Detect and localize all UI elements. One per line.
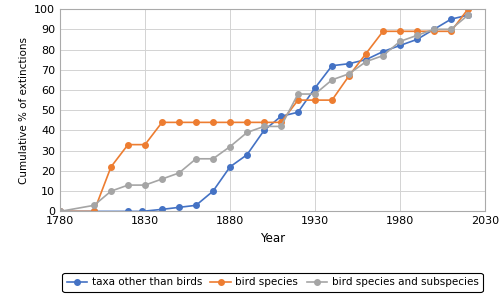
bird species and subspecies bbox=[431, 27, 437, 31]
Line: bird species: bird species bbox=[57, 6, 471, 214]
taxa other than birds bbox=[380, 50, 386, 53]
bird species bbox=[414, 30, 420, 33]
bird species bbox=[363, 52, 369, 55]
bird species bbox=[380, 30, 386, 33]
taxa other than birds bbox=[176, 206, 182, 209]
bird species and subspecies bbox=[448, 27, 454, 31]
bird species and subspecies bbox=[142, 183, 148, 187]
taxa other than birds bbox=[397, 44, 403, 47]
taxa other than birds bbox=[91, 210, 97, 213]
bird species and subspecies bbox=[329, 78, 335, 82]
bird species bbox=[346, 74, 352, 78]
bird species and subspecies bbox=[397, 40, 403, 43]
bird species and subspecies bbox=[108, 189, 114, 193]
taxa other than birds bbox=[346, 62, 352, 66]
taxa other than birds bbox=[125, 210, 131, 213]
taxa other than birds bbox=[57, 210, 63, 213]
bird species and subspecies bbox=[465, 13, 471, 17]
taxa other than birds bbox=[278, 114, 284, 118]
bird species bbox=[295, 98, 301, 102]
taxa other than birds bbox=[363, 58, 369, 62]
X-axis label: Year: Year bbox=[260, 232, 285, 245]
taxa other than birds bbox=[244, 153, 250, 156]
Legend: taxa other than birds, bird species, bird species and subspecies: taxa other than birds, bird species, bir… bbox=[62, 273, 482, 292]
bird species and subspecies bbox=[261, 125, 267, 128]
bird species bbox=[278, 120, 284, 124]
bird species and subspecies bbox=[380, 54, 386, 57]
bird species and subspecies bbox=[210, 157, 216, 161]
taxa other than birds bbox=[227, 165, 233, 169]
bird species bbox=[329, 98, 335, 102]
bird species bbox=[91, 210, 97, 213]
bird species and subspecies bbox=[176, 171, 182, 175]
bird species bbox=[431, 30, 437, 33]
bird species and subspecies bbox=[193, 157, 199, 161]
bird species and subspecies bbox=[414, 34, 420, 37]
bird species bbox=[108, 165, 114, 169]
taxa other than birds bbox=[414, 38, 420, 41]
bird species bbox=[261, 120, 267, 124]
bird species and subspecies bbox=[346, 72, 352, 76]
bird species and subspecies bbox=[278, 125, 284, 128]
bird species bbox=[244, 120, 250, 124]
bird species bbox=[210, 120, 216, 124]
bird species and subspecies bbox=[91, 204, 97, 207]
bird species bbox=[176, 120, 182, 124]
bird species and subspecies bbox=[227, 145, 233, 149]
taxa other than birds bbox=[193, 204, 199, 207]
bird species bbox=[57, 210, 63, 213]
taxa other than birds bbox=[295, 111, 301, 114]
taxa other than birds bbox=[312, 86, 318, 90]
taxa other than birds bbox=[210, 189, 216, 193]
bird species and subspecies bbox=[312, 92, 318, 96]
taxa other than birds bbox=[329, 64, 335, 68]
taxa other than birds bbox=[261, 129, 267, 132]
bird species bbox=[312, 98, 318, 102]
bird species and subspecies bbox=[244, 131, 250, 134]
bird species bbox=[465, 7, 471, 11]
bird species and subspecies bbox=[159, 177, 165, 181]
Line: taxa other than birds: taxa other than birds bbox=[57, 12, 471, 214]
bird species bbox=[397, 30, 403, 33]
bird species bbox=[193, 120, 199, 124]
bird species bbox=[159, 120, 165, 124]
bird species bbox=[142, 143, 148, 146]
taxa other than birds bbox=[465, 13, 471, 17]
bird species bbox=[448, 30, 454, 33]
taxa other than birds bbox=[431, 27, 437, 31]
Line: bird species and subspecies: bird species and subspecies bbox=[57, 12, 471, 214]
Y-axis label: Cumulative % of extinctions: Cumulative % of extinctions bbox=[18, 37, 28, 184]
taxa other than birds bbox=[448, 18, 454, 21]
bird species and subspecies bbox=[363, 60, 369, 63]
bird species and subspecies bbox=[57, 210, 63, 213]
bird species bbox=[227, 120, 233, 124]
bird species and subspecies bbox=[125, 183, 131, 187]
bird species bbox=[125, 143, 131, 146]
taxa other than birds bbox=[138, 210, 144, 213]
taxa other than birds bbox=[159, 207, 165, 211]
bird species and subspecies bbox=[295, 92, 301, 96]
